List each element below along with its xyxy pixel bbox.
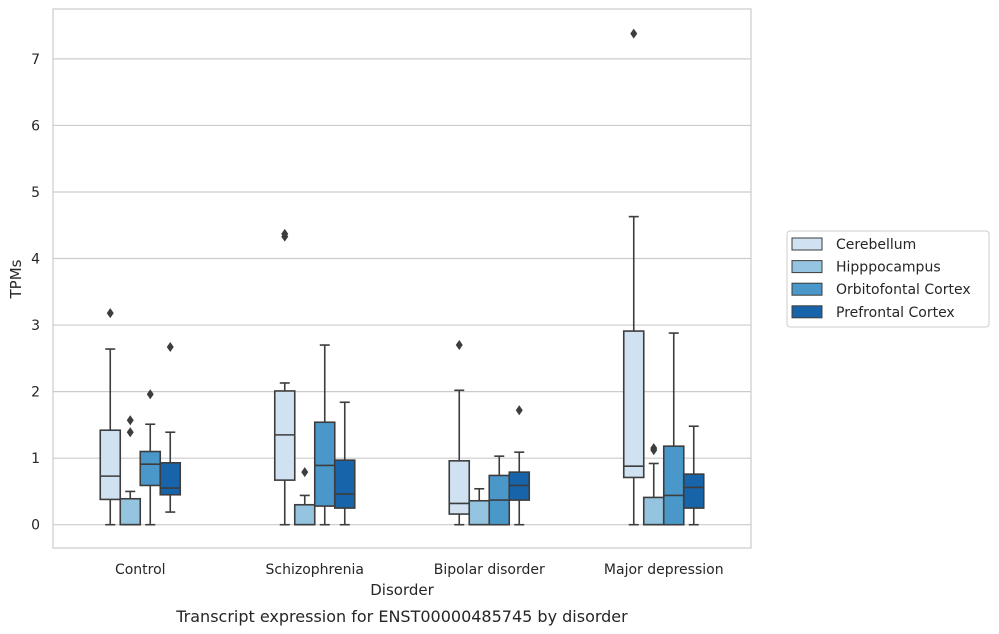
box-1-0 (273, 228, 296, 526)
y-axis-ticks: 0 1 2 3 4 5 6 7 (31, 52, 40, 534)
outlier-point-0 (146, 389, 154, 400)
box-iqr (313, 421, 336, 507)
box-iqr (293, 503, 316, 526)
outlier-point-0 (126, 427, 134, 438)
box-3-1 (642, 443, 665, 526)
box-0-2 (139, 389, 162, 526)
y-tick-label-5: 5 (31, 185, 40, 201)
x-tick-label-control: Control (115, 562, 166, 578)
legend-swatch-orbitofontal-cortex (791, 282, 823, 296)
y-axis-title: TPMs (7, 259, 25, 299)
legend-label-cerebellum: Cerebellum (836, 237, 916, 253)
legend-frame (786, 230, 990, 328)
box-0-0 (99, 308, 122, 526)
y-tick-label-4: 4 (31, 252, 40, 268)
outlier-point-0 (301, 467, 309, 478)
box-3-0 (622, 28, 645, 526)
box-2-2 (488, 455, 511, 526)
y-tick-label-3: 3 (31, 318, 40, 334)
box-1-1 (293, 467, 316, 526)
outlier-point-0 (455, 340, 463, 351)
box-3-3 (682, 425, 705, 526)
x-tick-label-bipolar-disorder: Bipolar disorder (434, 562, 545, 578)
plot-frame (52, 8, 752, 549)
outlier-point-1 (281, 228, 289, 239)
x-tick-label-major-depression: Major depression (604, 562, 724, 578)
box-iqr (333, 459, 356, 509)
outlier-point-1 (126, 415, 134, 426)
box-iqr (159, 462, 182, 496)
outlier-point-0 (166, 342, 174, 353)
plot-boxes (99, 28, 705, 526)
legend-swatch-prefrontal-cortex (791, 305, 823, 319)
box-1-2 (313, 344, 336, 526)
gridlines (53, 58, 751, 526)
box-iqr (468, 499, 491, 526)
outlier-point-0 (630, 28, 638, 39)
outlier-point-0 (515, 405, 523, 416)
x-axis-title: Disorder (370, 581, 434, 599)
box-0-1 (119, 415, 142, 526)
outlier-point-1 (650, 443, 658, 454)
y-tick-label-6: 6 (31, 118, 40, 134)
outlier-point-0 (106, 308, 114, 319)
y-tick-label-0: 0 (31, 518, 40, 534)
box-iqr (642, 496, 665, 526)
y-tick-label-2: 2 (31, 385, 40, 401)
box-0-3 (159, 342, 182, 513)
x-axis-ticks: Control Schizophrenia Bipolar disorder Majo… (115, 562, 724, 578)
chart-caption: Transcript expression for ENST0000048574… (175, 607, 628, 626)
box-iqr (682, 473, 705, 509)
legend-label-prefrontal-cortex: Prefrontal Cortex (836, 305, 955, 321)
box-2-1 (468, 487, 491, 526)
y-tick-label-7: 7 (31, 52, 40, 68)
box-iqr (662, 445, 685, 526)
box-iqr (622, 330, 645, 479)
box-iqr (119, 497, 142, 526)
box-iqr (448, 460, 471, 515)
box-3-2 (662, 332, 685, 526)
x-tick-label-schizophrenia: Schizophrenia (266, 562, 364, 578)
box-iqr (99, 429, 122, 501)
legend-swatch-cerebellum (791, 237, 823, 251)
y-tick-label-1: 1 (31, 451, 40, 467)
legend-swatch-hipppocampus (791, 260, 823, 274)
box-iqr (139, 450, 162, 487)
box-1-3 (333, 401, 356, 526)
legend-label-orbitofontal-cortex: Orbitofontal Cortex (836, 282, 971, 298)
box-2-0 (448, 340, 471, 526)
box-2-3 (508, 405, 531, 526)
legend: Cerebellum Hipppocampus Orbitofontal Corte… (786, 230, 990, 328)
legend-label-hipppocampus: Hipppocampus (836, 260, 941, 276)
